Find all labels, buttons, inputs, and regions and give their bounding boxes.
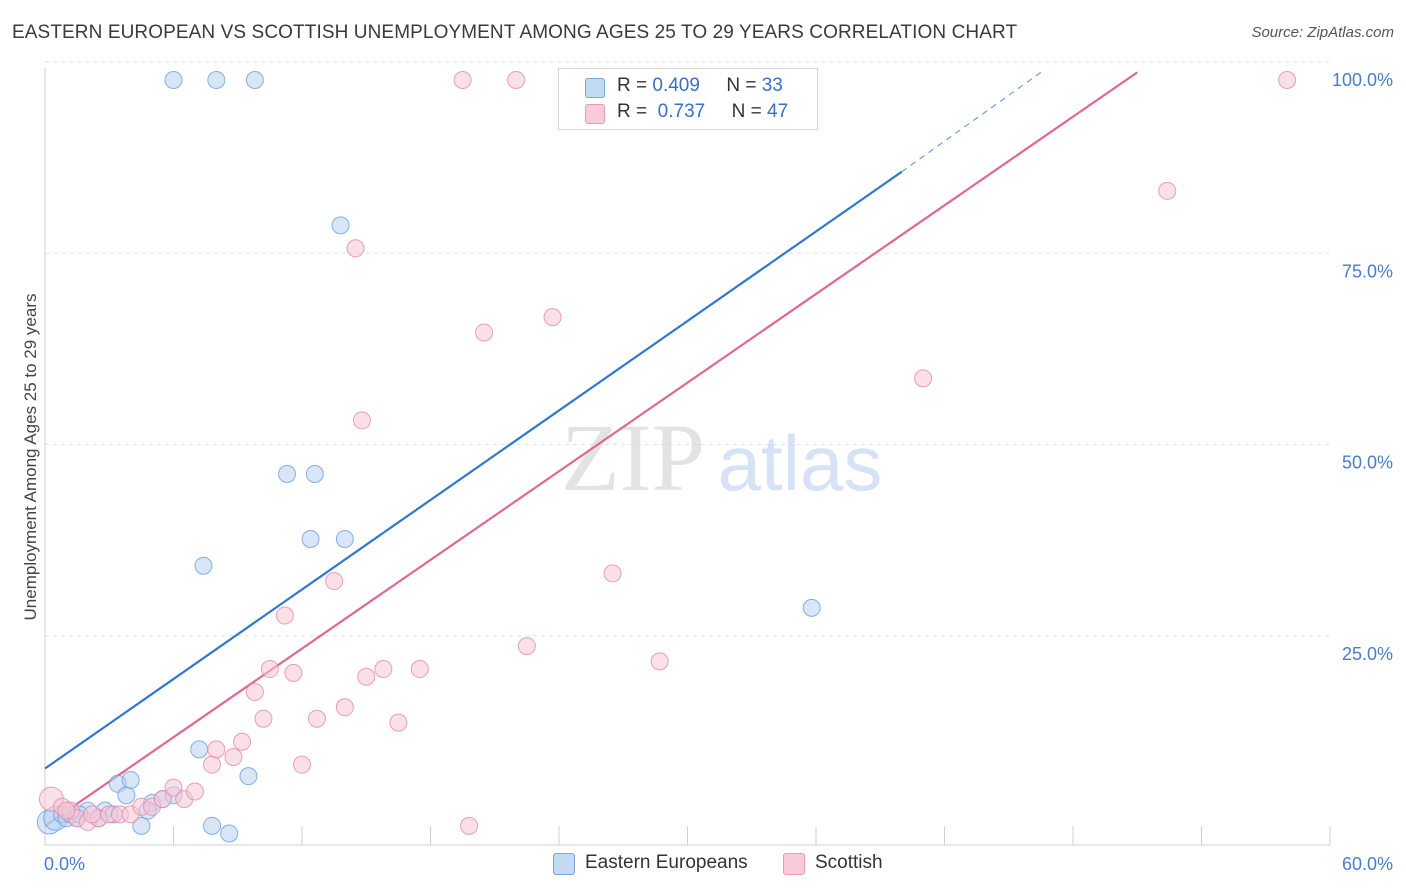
scottish-point xyxy=(153,790,172,809)
legend-r-value-eastern: 0.409 xyxy=(652,75,700,96)
scottish-point xyxy=(57,801,76,820)
bottom-legend-label-eastern: Eastern Europeans xyxy=(585,852,748,873)
scottish-point xyxy=(914,369,933,388)
eastern-point xyxy=(278,464,297,483)
stats-legend: R = 0.409 N = 33 R = 0.737 N = 47 xyxy=(558,68,818,130)
legend-swatch-scottish xyxy=(585,104,605,124)
y-tick-label: 50.0% xyxy=(1342,453,1393,473)
scottish-point xyxy=(164,778,183,797)
scottish-point xyxy=(389,713,408,732)
eastern-point xyxy=(190,740,209,759)
scottish-point xyxy=(1158,181,1177,200)
legend-n-value-scottish: 47 xyxy=(767,101,789,122)
scottish-point xyxy=(185,782,204,801)
scottish-point xyxy=(507,71,526,89)
scottish-point xyxy=(1278,71,1297,89)
scottish-point xyxy=(224,748,243,767)
data-points xyxy=(36,71,1297,843)
scottish-point xyxy=(307,709,326,728)
y-tick-label: 100.0% xyxy=(1332,70,1393,90)
scottish-point xyxy=(325,572,344,591)
grid-lines xyxy=(45,61,1330,637)
scottish-point xyxy=(293,755,311,774)
eastern-point xyxy=(164,71,183,89)
eastern-point xyxy=(132,816,151,835)
scottish-point xyxy=(233,732,252,751)
scottish-point xyxy=(352,411,371,430)
legend-swatch-eastern xyxy=(585,78,605,98)
scottish-point xyxy=(346,239,365,258)
y-tick-label: 75.0% xyxy=(1342,261,1393,281)
legend-r-value-scottish: 0.737 xyxy=(657,101,706,122)
scottish-point xyxy=(460,816,479,835)
x-tick-label-min: 0.0% xyxy=(44,854,85,874)
eastern-point xyxy=(203,816,222,835)
scottish-point xyxy=(203,755,222,774)
eastern-point xyxy=(121,770,140,789)
scottish-point xyxy=(475,323,494,342)
scottish-point xyxy=(374,660,393,679)
eastern-point xyxy=(301,530,320,548)
eastern-point xyxy=(305,464,324,483)
scottish-point xyxy=(207,740,226,759)
bottom-legend-swatch-eastern xyxy=(553,853,575,875)
eastern-point xyxy=(802,598,821,617)
bottom-legend-label-scottish: Scottish xyxy=(815,852,883,873)
eastern-point xyxy=(117,786,136,805)
watermark-atlas: atlas xyxy=(718,419,883,507)
eastern-point xyxy=(331,216,350,235)
scottish-point xyxy=(275,606,294,625)
scottish-point xyxy=(517,637,536,656)
eastern-point xyxy=(220,824,239,843)
watermark-zip: ZIP xyxy=(561,404,705,511)
scottish-point xyxy=(453,71,472,89)
bottom-legend-swatch-scottish xyxy=(783,853,805,875)
eastern-point xyxy=(239,767,258,786)
trend-lines xyxy=(44,71,1138,827)
eastern-point xyxy=(245,71,264,89)
trendline-scottish xyxy=(44,71,1138,827)
trendline-eastern xyxy=(44,170,903,770)
scottish-point xyxy=(284,663,303,682)
scottish-point xyxy=(410,660,429,679)
scottish-point xyxy=(543,308,562,327)
scottish-point xyxy=(245,683,264,701)
legend-r-label-scottish: R = xyxy=(617,101,648,122)
watermark: ZIP atlas xyxy=(561,404,882,511)
scottish-point xyxy=(254,709,273,728)
legend-n-value-eastern: 33 xyxy=(761,75,783,96)
axes xyxy=(44,68,1331,846)
x-tick-label-max: 60.0% xyxy=(1342,854,1393,874)
scottish-point xyxy=(260,660,279,679)
scottish-point xyxy=(650,652,669,671)
tick-labels: 25.0% 50.0% 75.0% 100.0% 0.0% 60.0% xyxy=(44,70,1393,874)
y-axis-label: Unemployment Among Ages 25 to 29 years xyxy=(21,294,40,621)
source-label: Source: ZipAtlas.com xyxy=(1251,24,1394,41)
chart-title: EASTERN EUROPEAN VS SCOTTISH UNEMPLOYMEN… xyxy=(12,22,1018,43)
scottish-point xyxy=(603,564,622,583)
trendline-eastern-extension xyxy=(901,71,1042,173)
scottish-point xyxy=(357,667,376,686)
scottish-point xyxy=(83,805,102,824)
y-tick-label: 25.0% xyxy=(1342,644,1393,664)
legend-n-label-eastern: N = xyxy=(726,75,757,96)
legend-r-label-eastern: R = xyxy=(617,75,648,96)
legend-n-label-scottish: N = xyxy=(731,101,762,122)
eastern-point xyxy=(207,71,226,89)
scottish-point xyxy=(335,698,354,717)
eastern-point xyxy=(335,530,354,548)
eastern-point xyxy=(194,556,213,575)
